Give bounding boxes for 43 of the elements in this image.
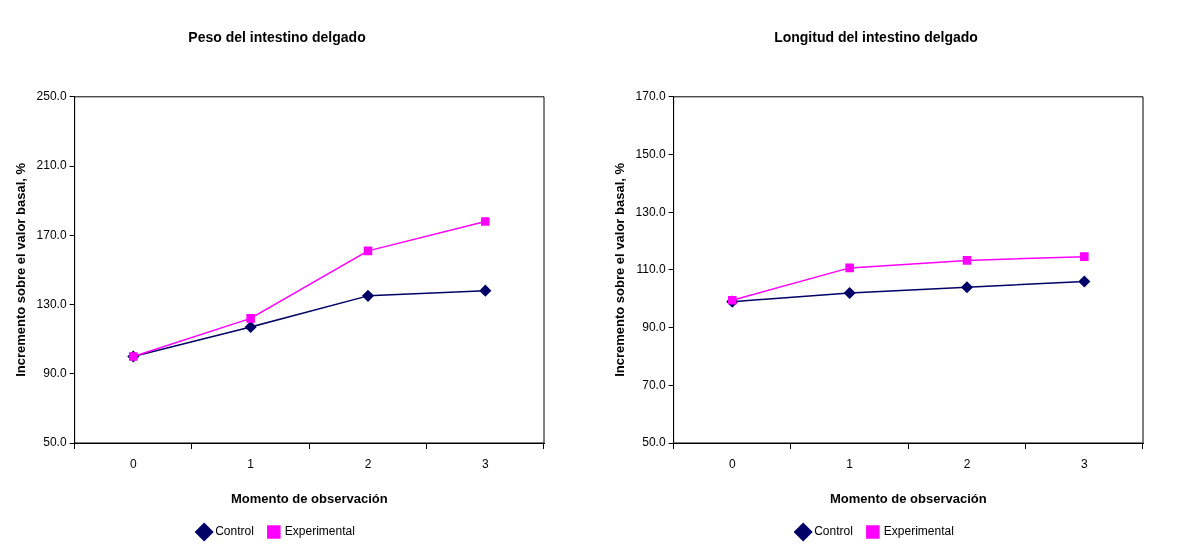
y-tick-label: 50.0 bbox=[642, 435, 666, 450]
point bbox=[362, 290, 374, 302]
point bbox=[843, 287, 856, 299]
chart-title: Peso del intestino delgado bbox=[188, 29, 366, 46]
y-tick-label: 110.0 bbox=[636, 262, 666, 277]
point bbox=[246, 314, 255, 323]
y-tick-label: 130.0 bbox=[635, 204, 666, 219]
point bbox=[481, 217, 490, 226]
y-tick-label: 90.0 bbox=[43, 366, 67, 381]
y-tick-label: 170.0 bbox=[635, 89, 666, 104]
point bbox=[962, 256, 972, 265]
point bbox=[1078, 275, 1091, 288]
point bbox=[961, 281, 973, 293]
x-tick-label: 1 bbox=[846, 456, 854, 471]
y-axis-title: Incremento sobre el valor basal, % bbox=[612, 162, 628, 377]
legend-label: Experimental bbox=[883, 524, 954, 539]
point bbox=[845, 263, 854, 273]
x-tick-label: 1 bbox=[247, 456, 255, 471]
legend-label: Experimental bbox=[284, 524, 355, 539]
y-tick-label: 150.0 bbox=[635, 146, 666, 161]
point bbox=[1080, 252, 1089, 261]
y-tick-label: 210.0 bbox=[36, 158, 67, 173]
point bbox=[244, 321, 257, 333]
y-tick-label: 90.0 bbox=[642, 319, 666, 334]
y-tick-label: 50.0 bbox=[43, 435, 67, 450]
y-tick-label: 70.0 bbox=[642, 377, 666, 392]
x-tick-label: 2 bbox=[364, 456, 372, 471]
legend-label: Control bbox=[215, 524, 254, 539]
y-axis-title: Incremento sobre el valor basal, % bbox=[13, 162, 29, 377]
x-tick-label: 3 bbox=[481, 456, 489, 471]
point bbox=[479, 284, 492, 297]
x-tick-label: 3 bbox=[1080, 456, 1088, 471]
y-tick-label: 170.0 bbox=[36, 227, 67, 242]
x-tick-label: 2 bbox=[963, 456, 971, 471]
y-tick-label: 250.0 bbox=[36, 89, 67, 104]
x-tick-label: 0 bbox=[129, 456, 137, 471]
x-tick-label: 0 bbox=[728, 456, 736, 471]
chart-title: Longitud del intestino delgado bbox=[774, 29, 978, 46]
y-tick-label: 130.0 bbox=[36, 296, 67, 311]
point bbox=[363, 246, 373, 256]
x-axis-title: Momento de observación bbox=[230, 490, 388, 506]
legend-label: Control bbox=[814, 524, 853, 539]
x-axis-title: Momento de observación bbox=[829, 490, 987, 506]
